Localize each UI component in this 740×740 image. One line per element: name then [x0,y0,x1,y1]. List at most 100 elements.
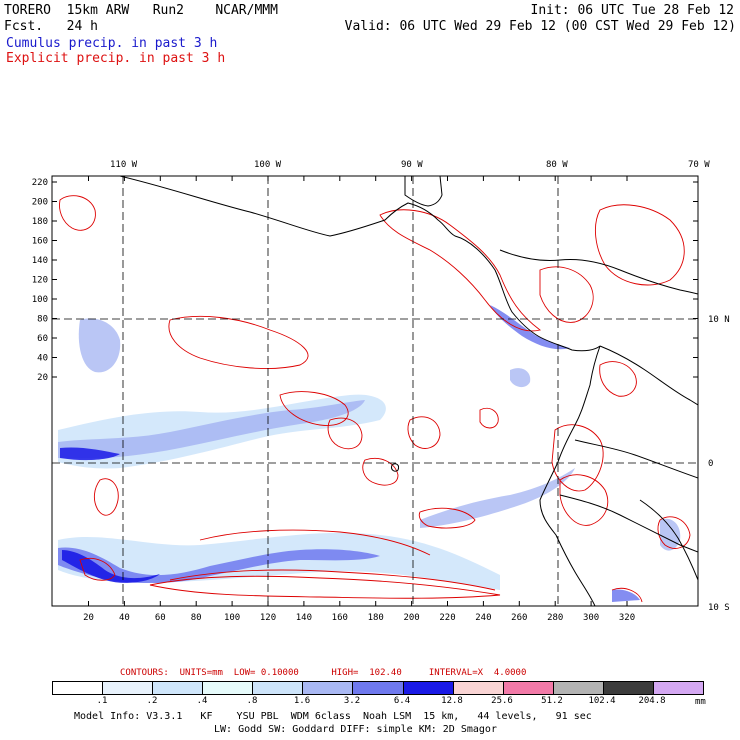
galapagos-islands [391,463,399,472]
y-tick-label: 100 [32,295,48,305]
coastlines [119,176,698,606]
physics-info: LW: Godd SW: Goddard DIFF: simple KM: 2D… [214,724,497,735]
cumulus-northwest-patch [78,318,121,373]
lon-label-70w: 70 W [688,160,710,170]
border-peru-brazil [639,499,698,581]
explicit-contour [611,587,643,603]
legend-swatch [253,682,304,694]
explicit-contour [551,424,604,492]
lon-label-80w: 80 W [546,160,568,170]
explicit-contour [594,204,685,286]
x-tick-label: 280 [547,613,563,623]
y-tick-label: 20 [37,373,48,383]
init-time: Init: 06 UTC Tue 28 Feb 12 [530,3,735,18]
y-tick-label: 160 [32,237,48,247]
axis-ticks [52,176,698,606]
explicit-contour [559,474,609,526]
lat-label-10n: 10 N [708,315,730,325]
explicit-contour [79,557,116,581]
x-tick-label: 120 [260,613,276,623]
legend-swatch [53,682,104,694]
legend-swatch [453,682,504,694]
y-tick-label: 140 [32,256,48,266]
cumulus-small-patch [510,368,531,388]
legend-label: .2 [146,696,158,706]
y-tick-label: 200 [32,198,48,208]
legend-unit: mm [695,697,706,707]
x-tick-label: 140 [296,613,312,623]
explicit-contour [199,529,431,556]
lon-label-100w: 100 W [254,160,282,170]
x-tick-label: 60 [155,613,166,623]
explicit-contour [362,457,399,486]
legend-swatch [203,682,254,694]
legend-swatch [603,682,654,694]
explicit-contour [168,315,309,369]
x-tick-label: 300 [583,613,599,623]
x-tick-label: 100 [224,613,240,623]
explicit-contour [169,569,496,591]
legend-label: 25.6 [491,696,513,706]
legend-swatch [503,682,554,694]
explicit-contour [539,266,594,323]
y-tick-label: 120 [32,276,48,286]
cumulus-band-south-core [58,547,380,584]
lat-label-10s: 10 S [708,603,730,613]
cumulus-peru-coast [612,589,640,602]
lon-label-90w: 90 W [401,160,423,170]
explicit-contour [59,195,96,231]
explicit-contour [418,507,476,529]
legend-label: 1.6 [293,696,311,706]
legend-labels: .1 .2 .4 .8 1.6 3.2 6.4 12.8 25.6 51.2 102.4 204.8 [52,696,702,708]
legend-swatch [103,682,154,694]
border-colombia-ecuador [574,439,698,479]
legend-swatch [153,682,204,694]
legend-label: .4 [196,696,208,706]
legend-label: 3.2 [343,696,361,706]
cumulus-itcz-east [420,468,575,528]
model-title: TORERO 15km ARW Run2 NCAR/MMM [4,3,278,18]
y-tick-label: 60 [37,334,48,344]
legend-label: .8 [246,696,258,706]
forecast-hour: Fcst. 24 h [4,19,98,34]
cumulus-precip-label: Cumulus precip. in past 3 h [6,36,218,51]
legend-swatch [303,682,354,694]
explicit-contour [599,361,637,397]
border-ecuador-peru [559,494,698,553]
legend-swatch [653,682,704,694]
explicit-contour [479,407,499,429]
cumulus-band-north-max [60,447,120,461]
model-info: Model Info: V3.3.1 KF YSU PBL WDM 6class… [74,711,592,722]
cumulus-band-north-core [58,400,365,459]
explicit-contour [657,516,691,549]
precip-color-legend [52,681,704,695]
coastline-yucatan [404,176,443,207]
explicit-contour [93,478,119,516]
x-tick-label: 320 [619,613,635,623]
coastline-central-america [119,176,601,352]
legend-label: 51.2 [541,696,563,706]
y-tick-label: 80 [37,315,48,325]
legend-label: 12.8 [441,696,463,706]
legend-label: .1 [96,696,108,706]
explicit-contour [279,391,349,426]
x-tick-label: 160 [332,613,348,623]
legend-label: 204.8 [638,696,666,706]
plot-area [52,176,698,606]
legend-swatch [403,682,454,694]
lat-label-0: 0 [708,459,713,469]
cumulus-panama [490,305,570,350]
x-tick-label: 80 [191,613,202,623]
coastline-south-america-west [539,345,601,606]
cumulus-precip-shading [58,305,681,602]
explicit-contour [407,416,441,449]
x-tick-label: 260 [511,613,527,623]
lon-label-110w: 110 W [110,160,138,170]
explicit-contour [327,417,363,450]
explicit-contour [149,575,501,599]
x-tick-label: 40 [119,613,130,623]
y-tick-label: 180 [32,217,48,227]
explicit-precip-contours [59,195,691,603]
x-tick-label: 220 [439,613,455,623]
